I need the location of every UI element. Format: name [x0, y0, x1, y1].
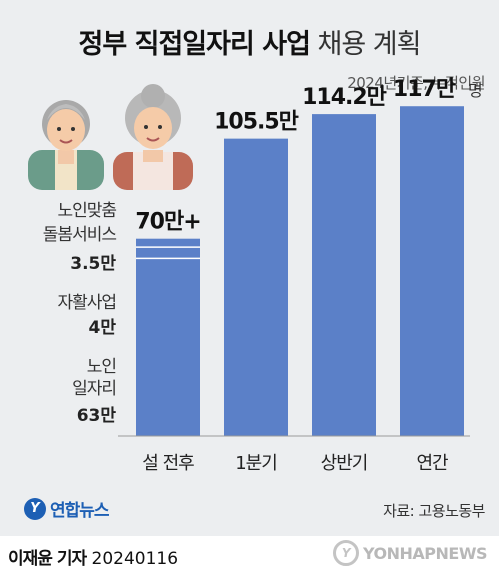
source-note: 자료: 고용노동부: [383, 502, 485, 520]
breakdown-value: 4만: [89, 318, 117, 338]
watermark: Y YONHAPNEWS: [333, 540, 488, 566]
value-unit: 명: [468, 81, 483, 100]
bar-2: [224, 138, 288, 436]
bar-value-label: 70만+: [135, 210, 200, 235]
bar-value-label: 105.5만: [214, 110, 299, 135]
chart-title: 정부 직접일자리 사업 채용 계획: [0, 22, 499, 61]
bar-value-label: 117만: [393, 77, 456, 102]
watermark-text: YONHAPNEWS: [363, 543, 488, 563]
yonhap-logo: Y 연합뉴스: [24, 496, 110, 521]
breakdown-name: 노인: [87, 357, 116, 377]
title-bold: 정부 직접일자리 사업: [78, 29, 311, 60]
bar-3: [312, 114, 376, 436]
category-label: 설 전후: [142, 453, 194, 474]
bar-1: [136, 238, 200, 436]
yonhap-logo-icon: Y: [24, 497, 46, 520]
breakdown-name: 자활사업: [57, 293, 116, 313]
breakdown-value: 3.5만: [70, 254, 116, 274]
breakdown-value: 63만: [77, 406, 117, 426]
credit: 이재윤 기자 20240116: [8, 544, 178, 569]
bar-value-label: 114.2만: [302, 85, 387, 110]
breakdown-name: 일자리: [72, 379, 116, 399]
category-label: 연간: [416, 453, 448, 474]
chart-subtitle: 2024년기준, 누적인원: [347, 74, 485, 92]
credit-date: 20240116: [91, 549, 179, 569]
title-light: 채용 계획: [317, 29, 422, 60]
credit-name: 이재윤 기자: [8, 549, 87, 569]
yonhap-watermark-icon: Y: [333, 540, 359, 566]
category-label: 상반기: [321, 453, 368, 474]
elderly-woman-illustration: [113, 84, 193, 190]
breakdown-name: 노인맞춤: [57, 201, 116, 221]
category-label: 1분기: [235, 453, 277, 474]
bar-4: [400, 106, 464, 436]
elderly-man-illustration: [28, 100, 104, 190]
breakdown-name: 돌봄서비스: [43, 225, 117, 245]
logo-text: 연합뉴스: [50, 501, 110, 521]
